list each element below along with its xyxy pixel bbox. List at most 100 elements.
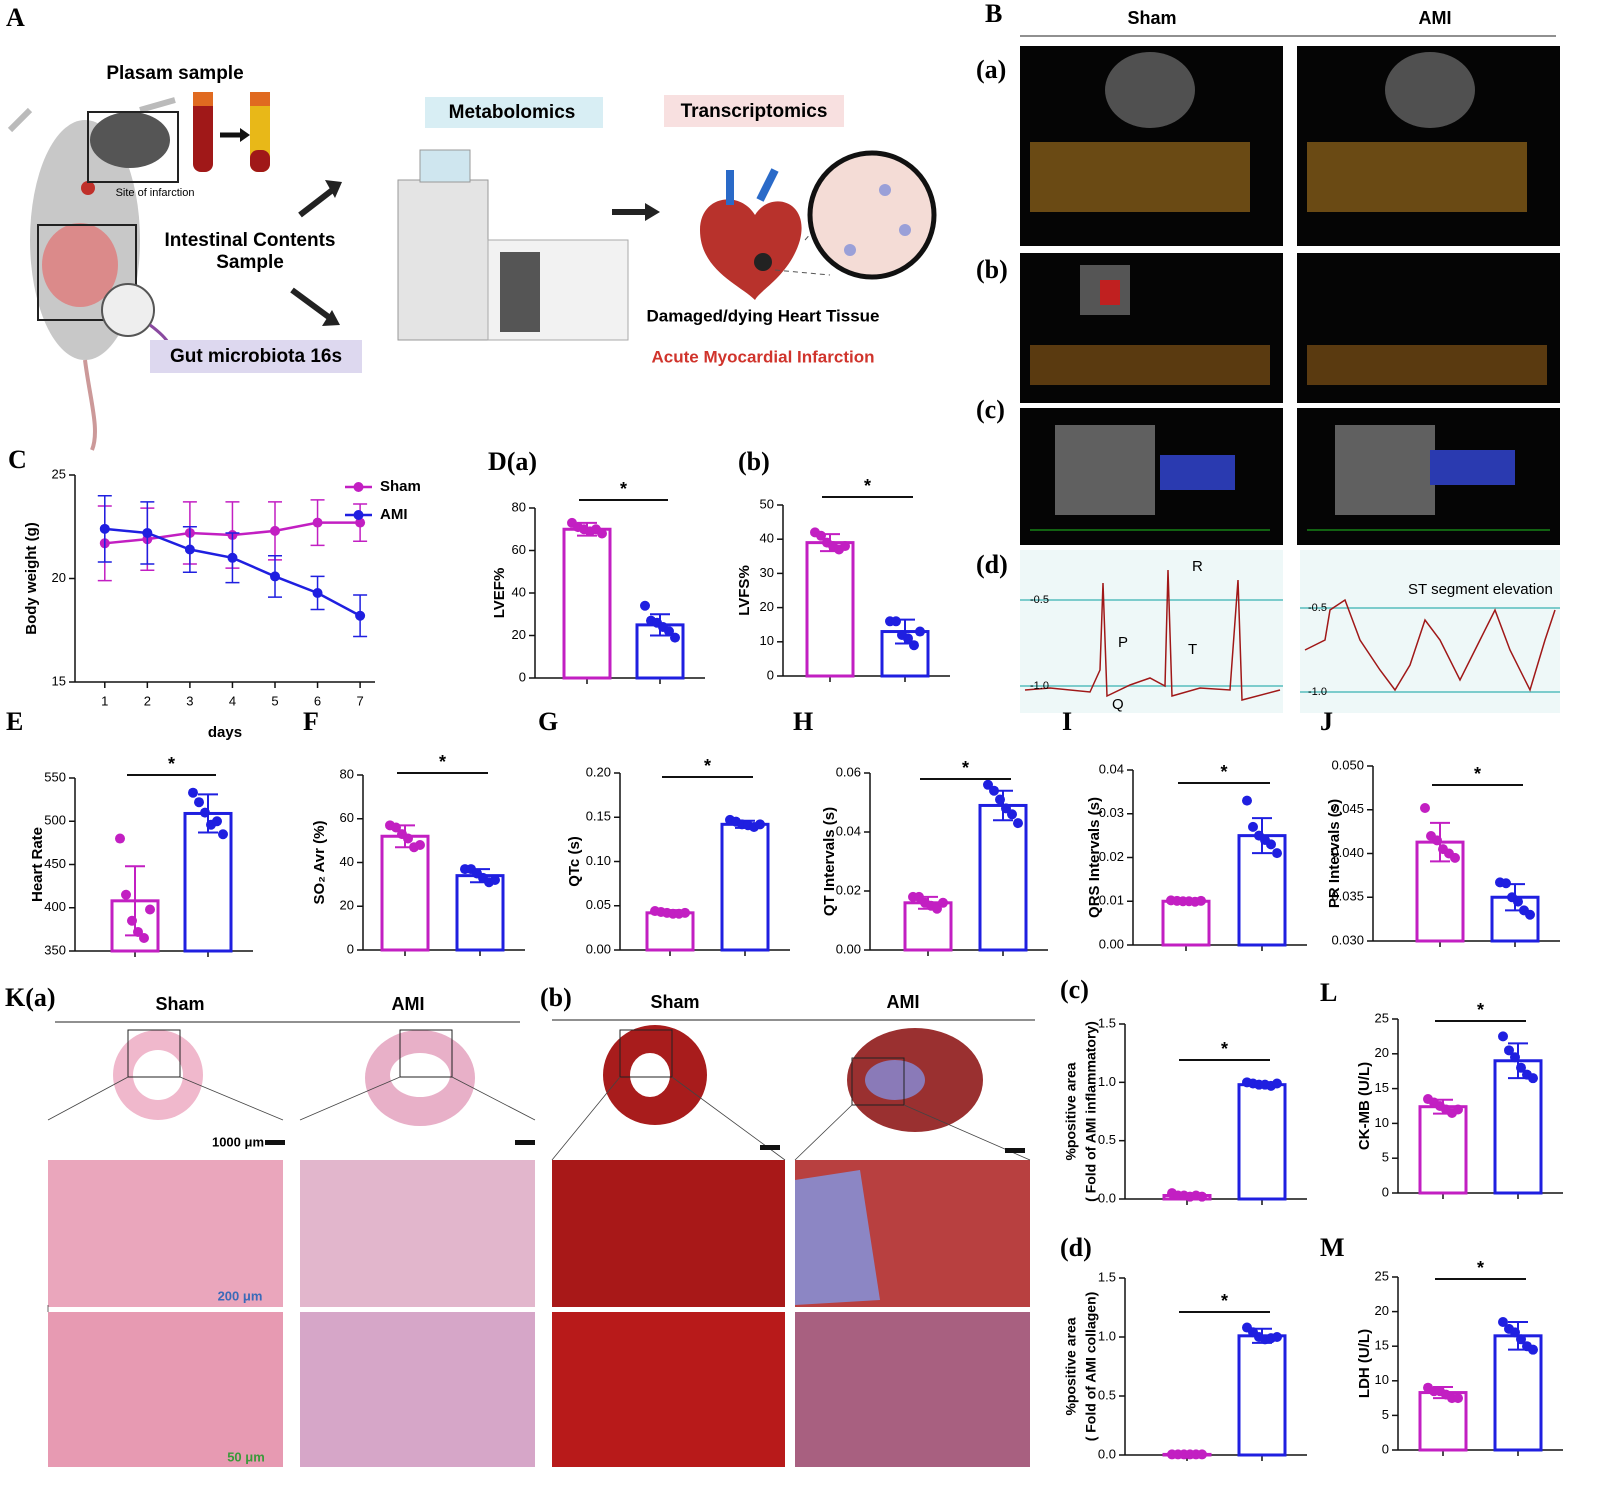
scale-label: 1000 μm bbox=[212, 1134, 264, 1149]
y-tick-label: 0 bbox=[767, 667, 774, 682]
y-tick-label: 0.5 bbox=[1098, 1132, 1116, 1147]
y-tick-label: 0 bbox=[1382, 1441, 1389, 1456]
point bbox=[664, 626, 674, 637]
ecg-tick: -0.5 bbox=[1030, 594, 1049, 606]
y-tick-label: 0.045 bbox=[1331, 801, 1364, 816]
point bbox=[188, 787, 198, 798]
ecg-annotation: ST segment elevation bbox=[1408, 581, 1553, 598]
point bbox=[1504, 1045, 1514, 1056]
panel-label: (b) bbox=[738, 447, 770, 476]
panel-label: (d) bbox=[1060, 1233, 1092, 1262]
y-tick-label: 40 bbox=[512, 584, 526, 599]
point bbox=[415, 840, 425, 850]
point bbox=[194, 797, 204, 808]
ultrasound-images bbox=[1020, 46, 1560, 545]
point bbox=[1272, 848, 1282, 859]
point bbox=[200, 807, 210, 818]
y-tick-label: 10 bbox=[760, 633, 774, 648]
panel-label: J bbox=[1320, 707, 1333, 736]
y-tick-label: 0.06 bbox=[836, 764, 861, 779]
ecg-tick: -0.5 bbox=[1308, 602, 1327, 614]
point bbox=[597, 528, 607, 539]
label: Metabolomics bbox=[449, 102, 576, 123]
point bbox=[270, 571, 280, 582]
point bbox=[1248, 821, 1258, 832]
y-tick-label: 0.0 bbox=[1098, 1190, 1116, 1205]
y-tick-label: 60 bbox=[340, 810, 354, 825]
y-tick-label: 0.20 bbox=[586, 764, 611, 779]
x-tick-label: 1 bbox=[101, 693, 108, 708]
point bbox=[403, 833, 413, 844]
panel-label: (b) bbox=[540, 983, 572, 1012]
y-axis-label: PR Intervals (s) bbox=[1326, 799, 1343, 908]
panel-label: L bbox=[1320, 978, 1337, 1007]
point bbox=[840, 541, 850, 552]
x-tick-label: 4 bbox=[229, 693, 236, 708]
label: Transcriptomics bbox=[681, 101, 828, 122]
y-tick-label: 40 bbox=[340, 854, 354, 869]
y-tick-label: 20 bbox=[1375, 1303, 1389, 1318]
point bbox=[1420, 803, 1430, 813]
significance-label: * bbox=[1221, 1039, 1228, 1059]
y-axis-label: Heart Rate bbox=[29, 827, 46, 902]
y-tick-label: 25 bbox=[52, 466, 66, 481]
point bbox=[1007, 809, 1017, 820]
y-tick-label: 15 bbox=[1375, 1080, 1389, 1095]
legend-swatch bbox=[353, 510, 364, 520]
y-axis-label: QRS Intervals (s) bbox=[1086, 797, 1103, 918]
point bbox=[891, 616, 901, 627]
y-tick-label: 25 bbox=[1375, 1010, 1389, 1025]
point bbox=[218, 829, 228, 840]
point bbox=[680, 907, 690, 918]
y-tick-label: 0.00 bbox=[1099, 936, 1124, 951]
y-tick-label: 10 bbox=[1375, 1115, 1389, 1130]
y-tick-label: 20 bbox=[760, 599, 774, 614]
y-axis-label: ( Fold of AMI collagen) bbox=[1083, 1292, 1099, 1442]
point bbox=[490, 875, 500, 885]
bar bbox=[1161, 899, 1211, 947]
y-tick-label: 0.15 bbox=[586, 809, 611, 824]
y-tick-label: 0 bbox=[519, 669, 526, 684]
row-label: (d) bbox=[976, 550, 1008, 579]
x-axis-label: days bbox=[208, 724, 242, 741]
point bbox=[1528, 1344, 1538, 1355]
significance-label: * bbox=[620, 479, 627, 499]
y-tick-label: 10 bbox=[1375, 1372, 1389, 1387]
y-tick-label: 0.04 bbox=[836, 823, 861, 838]
significance-label: * bbox=[1220, 762, 1227, 782]
y-axis-label: QT Intervals (s) bbox=[821, 807, 838, 916]
ecg-wave: P bbox=[1118, 634, 1128, 651]
point bbox=[1197, 1191, 1207, 1202]
bar bbox=[455, 874, 505, 952]
bar bbox=[903, 901, 953, 952]
point bbox=[270, 525, 280, 536]
y-tick-label: 20 bbox=[1375, 1045, 1389, 1060]
bar bbox=[720, 822, 770, 952]
y-axis-label: LDH (U/L) bbox=[1356, 1329, 1373, 1398]
point bbox=[1272, 1332, 1282, 1342]
point bbox=[312, 517, 323, 528]
point bbox=[1453, 1393, 1463, 1404]
y-axis-label: LVFS% bbox=[736, 565, 753, 616]
row-label: (a) bbox=[976, 55, 1006, 84]
y-tick-label: 0.01 bbox=[1099, 893, 1124, 908]
significance-label: * bbox=[439, 752, 446, 772]
label-box bbox=[664, 95, 844, 127]
y-tick-label: 500 bbox=[44, 813, 66, 828]
scale-label: 50 μm bbox=[227, 1449, 265, 1464]
ecg-wave: T bbox=[1188, 641, 1197, 658]
y-tick-label: 350 bbox=[44, 942, 66, 957]
y-tick-label: 80 bbox=[340, 766, 354, 781]
point bbox=[145, 904, 155, 915]
ecg-wave: Q bbox=[1112, 696, 1124, 713]
point bbox=[1516, 1334, 1526, 1345]
y-tick-label: 15 bbox=[1375, 1338, 1389, 1353]
y-tick-label: 40 bbox=[760, 531, 774, 546]
point bbox=[1528, 1073, 1538, 1084]
point bbox=[1516, 1062, 1526, 1073]
label: Intestinal Contents bbox=[164, 230, 335, 251]
y-axis-label: %positive area bbox=[1063, 1317, 1079, 1415]
point bbox=[1510, 1052, 1520, 1063]
panel-label: B bbox=[985, 0, 1002, 28]
